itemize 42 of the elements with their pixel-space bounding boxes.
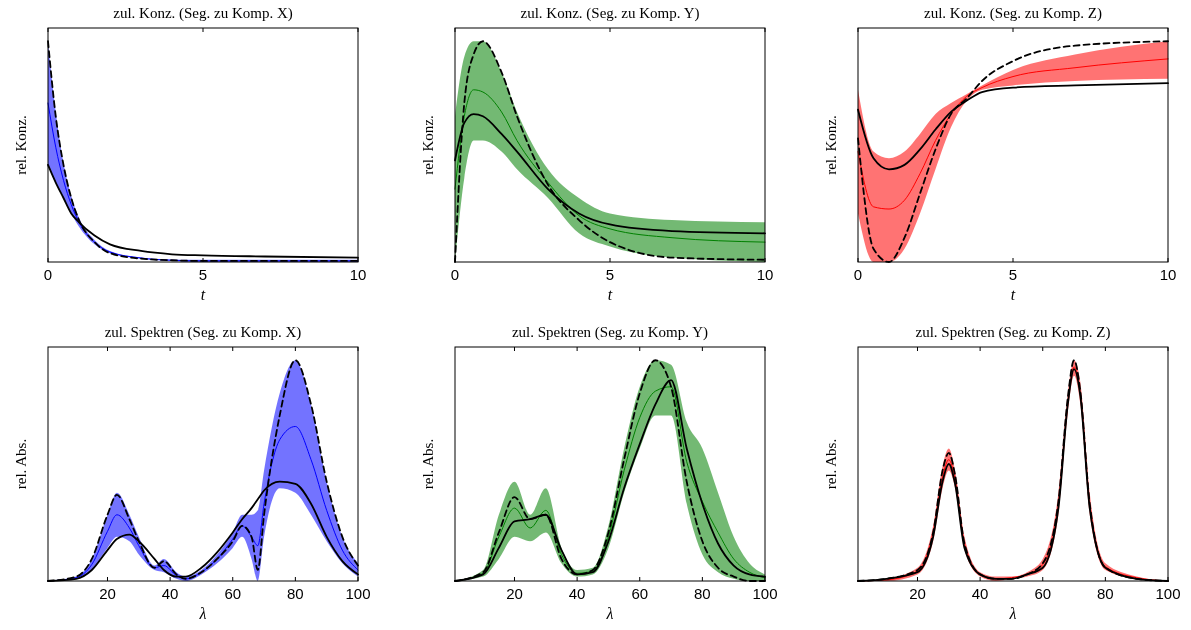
x-tick-label: 80 [287, 585, 304, 602]
chart-title: zul. Spektren (Seg. zu Komp. X) [104, 324, 302, 341]
x-tick-label: 80 [694, 585, 711, 602]
x-tick-label: 60 [224, 585, 242, 602]
x-tick-label: 40 [161, 585, 179, 602]
x-tick-label: 10 [756, 266, 774, 283]
x-tick-label: 20 [99, 585, 116, 602]
chart-title: zul. Konz. (Seg. zu Komp. Z) [924, 5, 1102, 22]
y-axis-title: rel. Konz. [420, 115, 436, 175]
x-tick-label: 5 [198, 266, 208, 283]
x-tick-label: 100 [1155, 585, 1181, 602]
y-axis-title: rel. Abs. [13, 438, 29, 490]
x-tick-label: 100 [752, 585, 778, 602]
x-tick-label: 60 [631, 585, 649, 602]
x-axis-title: t [200, 286, 206, 303]
chart-title: zul. Konz. (Seg. zu Komp. Y) [520, 5, 700, 22]
x-tick-label: 100 [345, 585, 371, 602]
x-tick-label: 5 [605, 266, 615, 283]
x-tick-label: 5 [1008, 266, 1018, 283]
x-tick-label: 20 [506, 585, 523, 602]
x-tick-label: 0 [450, 266, 460, 283]
y-axis-title: rel. Konz. [823, 115, 839, 175]
x-tick-label: 60 [1034, 585, 1052, 602]
x-tick-label: 10 [349, 266, 367, 283]
y-axis-title: rel. Konz. [13, 115, 29, 175]
x-axis-title: t [1010, 286, 1016, 303]
x-tick-label: 0 [853, 266, 863, 283]
x-tick-label: 40 [568, 585, 586, 602]
chart-title: zul. Konz. (Seg. zu Komp. X) [113, 5, 293, 22]
x-tick-label: 10 [1159, 266, 1177, 283]
x-axis-title: λ [1008, 605, 1017, 622]
chart-title: zul. Spektren (Seg. zu Komp. Y) [511, 324, 709, 341]
x-tick-label: 20 [909, 585, 926, 602]
y-axis-title: rel. Abs. [420, 438, 436, 490]
x-axis-title: t [607, 286, 613, 303]
x-tick-label: 80 [1097, 585, 1114, 602]
x-axis-title: λ [198, 605, 207, 622]
y-axis-title: rel. Abs. [823, 438, 839, 490]
x-tick-label: 0 [43, 266, 53, 283]
x-tick-label: 40 [971, 585, 989, 602]
x-axis-title: λ [605, 605, 614, 622]
chart-title: zul. Spektren (Seg. zu Komp. Z) [915, 324, 1111, 341]
